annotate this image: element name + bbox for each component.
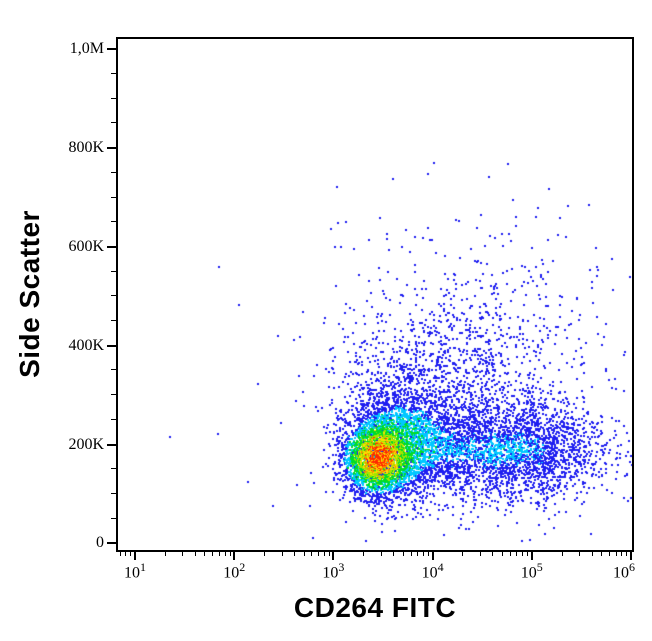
x-minor-tick xyxy=(621,552,623,556)
x-major-tick xyxy=(530,552,533,560)
x-minor-tick xyxy=(579,552,581,556)
x-tick-base: 10 xyxy=(223,564,240,582)
x-minor-tick xyxy=(323,552,325,556)
x-major-tick xyxy=(431,552,434,560)
x-minor-tick xyxy=(516,552,518,556)
x-tick-base: 10 xyxy=(520,564,537,582)
x-minor-tick xyxy=(311,552,313,556)
x-minor-tick xyxy=(522,552,524,556)
y-major-tick xyxy=(107,245,116,248)
x-minor-tick xyxy=(601,552,603,556)
x-minor-tick xyxy=(204,552,206,556)
y-tick-label: 0 xyxy=(96,534,104,552)
x-minor-tick xyxy=(328,552,330,556)
x-major-tick xyxy=(134,552,136,560)
y-major-tick xyxy=(107,443,116,446)
x-major-tick xyxy=(332,552,335,560)
x-minor-tick xyxy=(194,552,196,556)
x-tick-exponent: 2 xyxy=(239,560,246,574)
x-minor-tick xyxy=(479,552,481,556)
x-minor-tick xyxy=(492,552,494,556)
x-minor-tick xyxy=(125,552,127,556)
x-minor-tick xyxy=(509,552,511,556)
x-tick-label: 101 xyxy=(114,557,156,581)
x-tick-exponent: 6 xyxy=(629,560,635,574)
x-minor-tick xyxy=(615,552,617,556)
x-minor-tick xyxy=(119,552,121,556)
x-minor-tick xyxy=(410,552,412,556)
y-tick-label: 200K xyxy=(68,435,104,453)
y-tick-label: 600K xyxy=(68,237,104,255)
x-minor-tick xyxy=(393,552,395,556)
y-axis-title: Side Scatter xyxy=(14,210,45,378)
x-minor-tick xyxy=(428,552,430,556)
x-minor-tick xyxy=(281,552,283,556)
x-minor-tick xyxy=(380,552,382,556)
y-major-tick xyxy=(107,48,116,51)
x-tick-label: 103 xyxy=(312,557,354,581)
x-tick-exponent: 4 xyxy=(437,560,444,574)
x-minor-tick xyxy=(527,552,529,556)
x-axis-title: CD264 FITC xyxy=(293,592,457,623)
x-minor-tick xyxy=(402,552,404,556)
x-tick-label: 102 xyxy=(213,557,255,581)
y-major-tick xyxy=(107,344,116,347)
y-tick-label: 800K xyxy=(68,139,104,157)
x-minor-tick xyxy=(224,552,226,556)
y-tick-label: 1,0M xyxy=(69,40,104,58)
x-minor-tick xyxy=(626,552,628,556)
x-minor-tick xyxy=(293,552,295,556)
x-minor-tick xyxy=(318,552,320,556)
x-minor-tick xyxy=(303,552,305,556)
x-tick-exponent: 5 xyxy=(536,560,543,574)
x-minor-tick xyxy=(591,552,593,556)
x-minor-tick xyxy=(229,552,231,556)
y-major-tick xyxy=(107,147,116,150)
x-minor-tick xyxy=(218,552,220,556)
x-minor-tick xyxy=(417,552,419,556)
x-tick-label: 106 xyxy=(593,557,635,581)
x-major-tick xyxy=(233,552,236,560)
x-minor-tick xyxy=(264,552,266,556)
x-tick-base: 10 xyxy=(421,564,438,582)
x-tick-label: 104 xyxy=(412,557,454,581)
x-minor-tick xyxy=(130,552,132,556)
x-minor-tick xyxy=(561,552,563,556)
x-minor-tick xyxy=(462,552,464,556)
plot-area xyxy=(116,37,634,552)
x-major-tick xyxy=(630,552,632,560)
x-minor-tick xyxy=(182,552,184,556)
scatter-canvas xyxy=(118,39,632,550)
x-minor-tick xyxy=(212,552,214,556)
x-minor-tick xyxy=(608,552,610,556)
y-major-tick xyxy=(107,542,116,545)
x-tick-exponent: 1 xyxy=(140,560,146,574)
x-tick-base: 10 xyxy=(613,564,629,582)
x-tick-base: 10 xyxy=(322,564,339,582)
x-minor-tick xyxy=(501,552,503,556)
x-minor-tick xyxy=(164,552,166,556)
x-minor-tick xyxy=(422,552,424,556)
x-tick-exponent: 3 xyxy=(338,560,345,574)
y-tick-label: 400K xyxy=(68,336,104,354)
x-minor-tick xyxy=(363,552,365,556)
x-tick-base: 10 xyxy=(124,564,140,582)
x-tick-label: 105 xyxy=(511,557,553,581)
